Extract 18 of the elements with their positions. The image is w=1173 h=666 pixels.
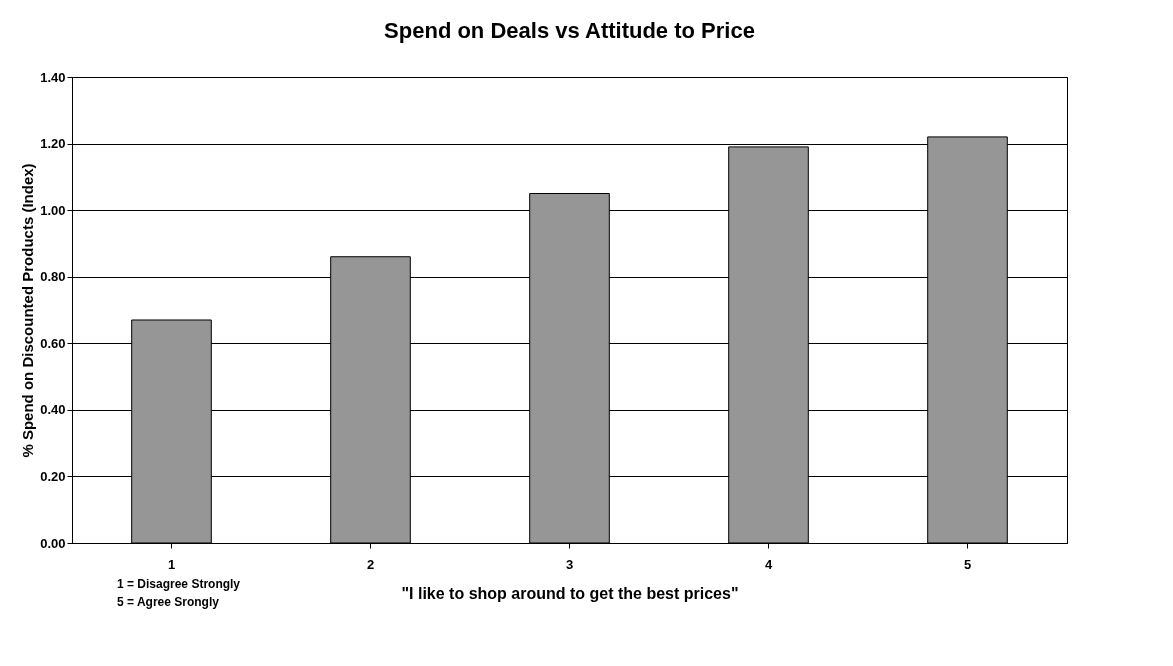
text: 5 = Agree Srongly xyxy=(117,595,220,609)
y-tick-label: 0.40 xyxy=(40,402,66,418)
y-tick-label: 1.20 xyxy=(40,136,66,152)
x-tick-label: 2 xyxy=(366,556,375,572)
y-tick-label: 0.80 xyxy=(40,269,66,285)
y-tick-label: 1.00 xyxy=(40,202,66,218)
y-tick-label: 0.60 xyxy=(40,335,66,351)
x-tick-label: 5 xyxy=(963,556,972,572)
y-tick-label: 1.40 xyxy=(40,69,66,85)
y-tick-label: 0.20 xyxy=(40,468,66,484)
y-axis-title: % Spend on Discounted Products (Index) xyxy=(19,163,37,458)
y-tick-label: 0.00 xyxy=(40,535,66,551)
x-tick-label: 3 xyxy=(565,556,574,572)
x-axis-title: "I like to shop around to get the best prices" xyxy=(401,584,739,602)
chart-title: Spend on Deals vs Attitude to Price xyxy=(384,18,755,43)
x-tick-label: 1 xyxy=(167,556,176,572)
x-tick-label: 4 xyxy=(764,556,773,572)
text: 1 = Disagree Strongly xyxy=(117,577,241,591)
